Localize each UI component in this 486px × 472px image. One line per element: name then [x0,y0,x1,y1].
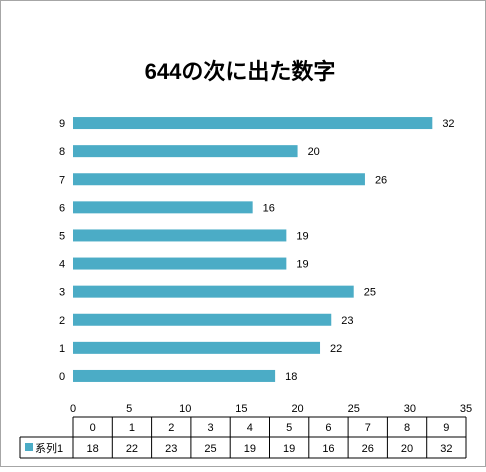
bar-9 [73,117,433,130]
bar-7 [73,173,365,186]
bar-2 [73,313,332,326]
bar-6 [73,201,253,214]
legend-series-name: 系列1 [35,441,63,455]
category-label-group: 0 1 2 3 4 5 6 7 8 9 [59,118,65,383]
table-header-7: 7 [365,422,371,434]
category-label-6: 6 [59,202,65,214]
table-value-6: 16 [322,443,334,455]
x-tick-label-25: 25 [348,403,360,415]
table-value-7: 26 [362,443,374,455]
x-tick-label-0: 0 [70,403,76,415]
x-tick-label-20: 20 [291,403,303,415]
table-value-0: 18 [87,443,99,455]
table-value-3: 25 [204,443,216,455]
x-tick-label-15: 15 [235,403,247,415]
data-label-4: 19 [296,259,308,271]
bar-3 [73,285,354,298]
x-tick-label-30: 30 [404,403,416,415]
x-axis: 0 5 10 15 20 25 30 35 [70,403,472,415]
data-label-2: 23 [341,315,353,327]
table-header-2: 2 [168,422,174,434]
category-label-1: 1 [59,343,65,355]
table-value-2: 23 [165,443,177,455]
table-header-4: 4 [247,422,253,434]
bar-8 [73,145,298,158]
legend-key [25,443,33,451]
category-label-7: 7 [59,174,65,186]
category-label-2: 2 [59,315,65,327]
bar-4 [73,257,287,270]
data-label-5: 19 [296,230,308,242]
table-value-5: 19 [283,443,295,455]
x-tick-label-35: 35 [460,403,472,415]
data-label-0: 18 [285,371,297,383]
data-label-9: 32 [442,118,454,130]
table-value-9: 32 [440,443,452,455]
table-header-8: 8 [404,422,410,434]
table-header-0: 0 [90,422,96,434]
table-header-5: 5 [286,422,292,434]
data-label-3: 25 [364,287,376,299]
chart-title: 644の次に出た数字 [145,59,336,84]
category-label-4: 4 [59,259,65,271]
bar-group [73,117,433,382]
data-label-6: 16 [263,202,275,214]
data-label-1: 22 [330,343,342,355]
category-label-0: 0 [59,371,65,383]
category-label-9: 9 [59,118,65,130]
table-value-1: 22 [126,443,138,455]
table-value-4: 19 [244,443,256,455]
x-tick-label-10: 10 [179,403,191,415]
bar-0 [73,369,276,382]
table-header-3: 3 [207,422,213,434]
table-value-8: 20 [401,443,413,455]
data-label-group: 18 22 23 25 19 19 16 26 20 32 [263,118,455,383]
table-header-6: 6 [325,422,331,434]
bar-1 [73,341,321,354]
data-label-8: 20 [308,146,320,158]
x-tick-label-5: 5 [126,403,132,415]
table-header-9: 9 [443,422,449,434]
bar-5 [73,229,287,242]
category-label-3: 3 [59,287,65,299]
category-label-5: 5 [59,230,65,242]
data-label-7: 26 [375,174,387,186]
category-label-8: 8 [59,146,65,158]
table-header-1: 1 [129,422,135,434]
